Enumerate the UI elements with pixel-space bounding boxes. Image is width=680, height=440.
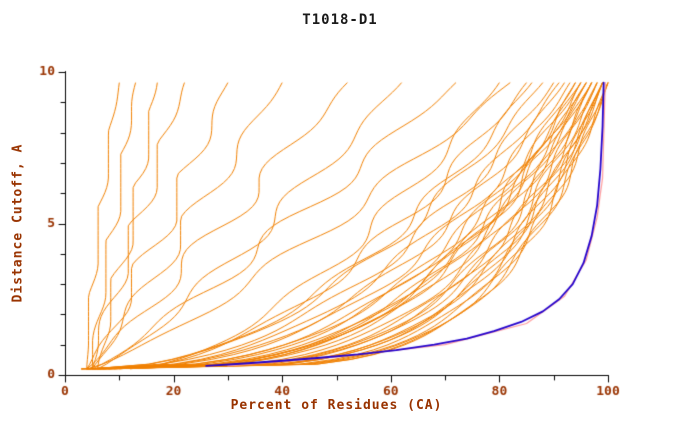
y-axis-label: Distance Cutoff, A [10,143,26,303]
x-axis-label: Percent of Residues (CA) [230,398,443,413]
chart-title: T1018-D1 [302,12,378,28]
